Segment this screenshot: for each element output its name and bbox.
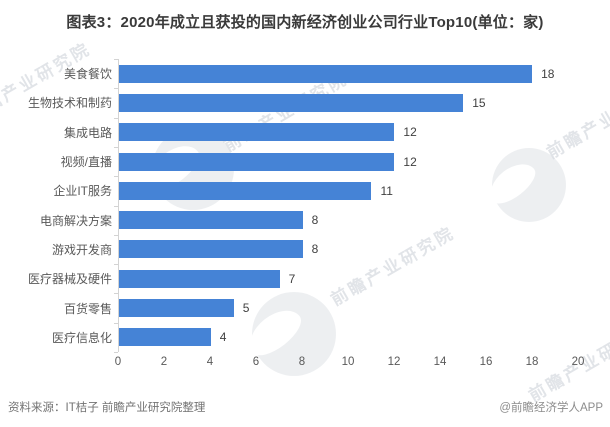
value-label: 7 xyxy=(288,271,296,286)
bar xyxy=(119,123,395,142)
category-label: 百货零售 xyxy=(63,301,112,316)
category-label: 医疗器械及硬件 xyxy=(27,272,112,287)
category-label: 游戏开发商 xyxy=(51,242,112,257)
x-tick-label: 20 xyxy=(571,356,585,368)
x-tick-label: 6 xyxy=(252,356,260,368)
bar-row: 8 xyxy=(119,205,578,234)
bar xyxy=(119,211,303,230)
axis-tick-mark xyxy=(114,352,118,353)
category-label: 集成电路 xyxy=(63,125,112,140)
watermark-logo xyxy=(252,292,336,376)
category-label: 医疗信息化 xyxy=(51,330,112,345)
bar-row: 12 xyxy=(119,118,578,147)
y-axis-line xyxy=(114,59,119,353)
axis-tick-mark xyxy=(114,88,118,90)
bar xyxy=(119,152,395,171)
footer-source: 资料来源：IT桔子 前瞻产业研究院整理 xyxy=(8,402,206,414)
x-tick-label: 14 xyxy=(433,356,447,368)
bar-row: 8 xyxy=(119,235,578,264)
x-tick-label: 2 xyxy=(160,356,168,368)
bar-row: 5 xyxy=(119,293,578,322)
bar xyxy=(119,93,464,112)
bar-row: 4 xyxy=(119,323,578,352)
category-labels: 美食餐饮生物技术和制药集成电路视频/直播企业IT服务电商解决方案游戏开发商医疗器… xyxy=(0,59,112,352)
x-tick-label: 18 xyxy=(525,356,539,368)
bar xyxy=(119,299,234,318)
category-label: 视频/直播 xyxy=(60,155,112,170)
bar-rows: 18 15 12 12 11 8 8 7 5 4 xyxy=(119,59,578,352)
watermark-logo xyxy=(492,148,566,222)
axis-tick-mark xyxy=(114,117,118,119)
value-label: 8 xyxy=(311,242,319,257)
bar-row: 7 xyxy=(119,264,578,293)
axis-tick-mark xyxy=(114,234,118,236)
value-label: 5 xyxy=(242,301,250,316)
value-label: 12 xyxy=(403,154,417,169)
x-tick-label: 0 xyxy=(114,356,122,368)
axis-tick-mark xyxy=(114,59,118,60)
bar-row: 12 xyxy=(119,147,578,176)
value-label: 15 xyxy=(472,95,486,110)
category-label: 电商解决方案 xyxy=(39,213,112,228)
axis-tick-mark xyxy=(114,264,118,266)
x-tick-label: 10 xyxy=(341,356,355,368)
category-label: 美食餐饮 xyxy=(63,67,112,82)
bar-row: 15 xyxy=(119,88,578,117)
axis-tick-mark xyxy=(114,322,118,324)
value-label: 18 xyxy=(541,66,555,81)
bar xyxy=(119,181,372,200)
x-tick-label: 4 xyxy=(206,356,214,368)
x-tick-label: 8 xyxy=(298,356,306,368)
value-label: 8 xyxy=(311,213,319,228)
value-label: 12 xyxy=(403,125,417,140)
x-tick-label: 12 xyxy=(387,356,401,368)
value-label: 11 xyxy=(380,183,393,198)
value-label: 4 xyxy=(219,330,227,345)
footer-credit: @前瞻经济学人APP xyxy=(499,402,603,414)
chart-title: 图表3：2020年成立且获投的国内新经济创业公司行业Top10(单位：家) xyxy=(66,14,544,31)
bar xyxy=(119,240,303,259)
bar-row: 11 xyxy=(119,176,578,205)
axis-tick-mark xyxy=(114,176,118,178)
bar-row: 18 xyxy=(119,59,578,88)
bar xyxy=(119,269,280,288)
bar xyxy=(119,328,211,347)
x-axis: 0 2 4 6 8 10 12 14 16 18 20 xyxy=(114,356,585,372)
category-label: 企业IT服务 xyxy=(53,184,112,199)
x-tick-label: 16 xyxy=(479,356,493,368)
axis-tick-mark xyxy=(114,293,118,295)
axis-tick-mark xyxy=(114,146,118,148)
bar xyxy=(119,64,533,83)
category-label: 生物技术和制药 xyxy=(27,96,112,111)
axis-tick-mark xyxy=(114,205,118,207)
